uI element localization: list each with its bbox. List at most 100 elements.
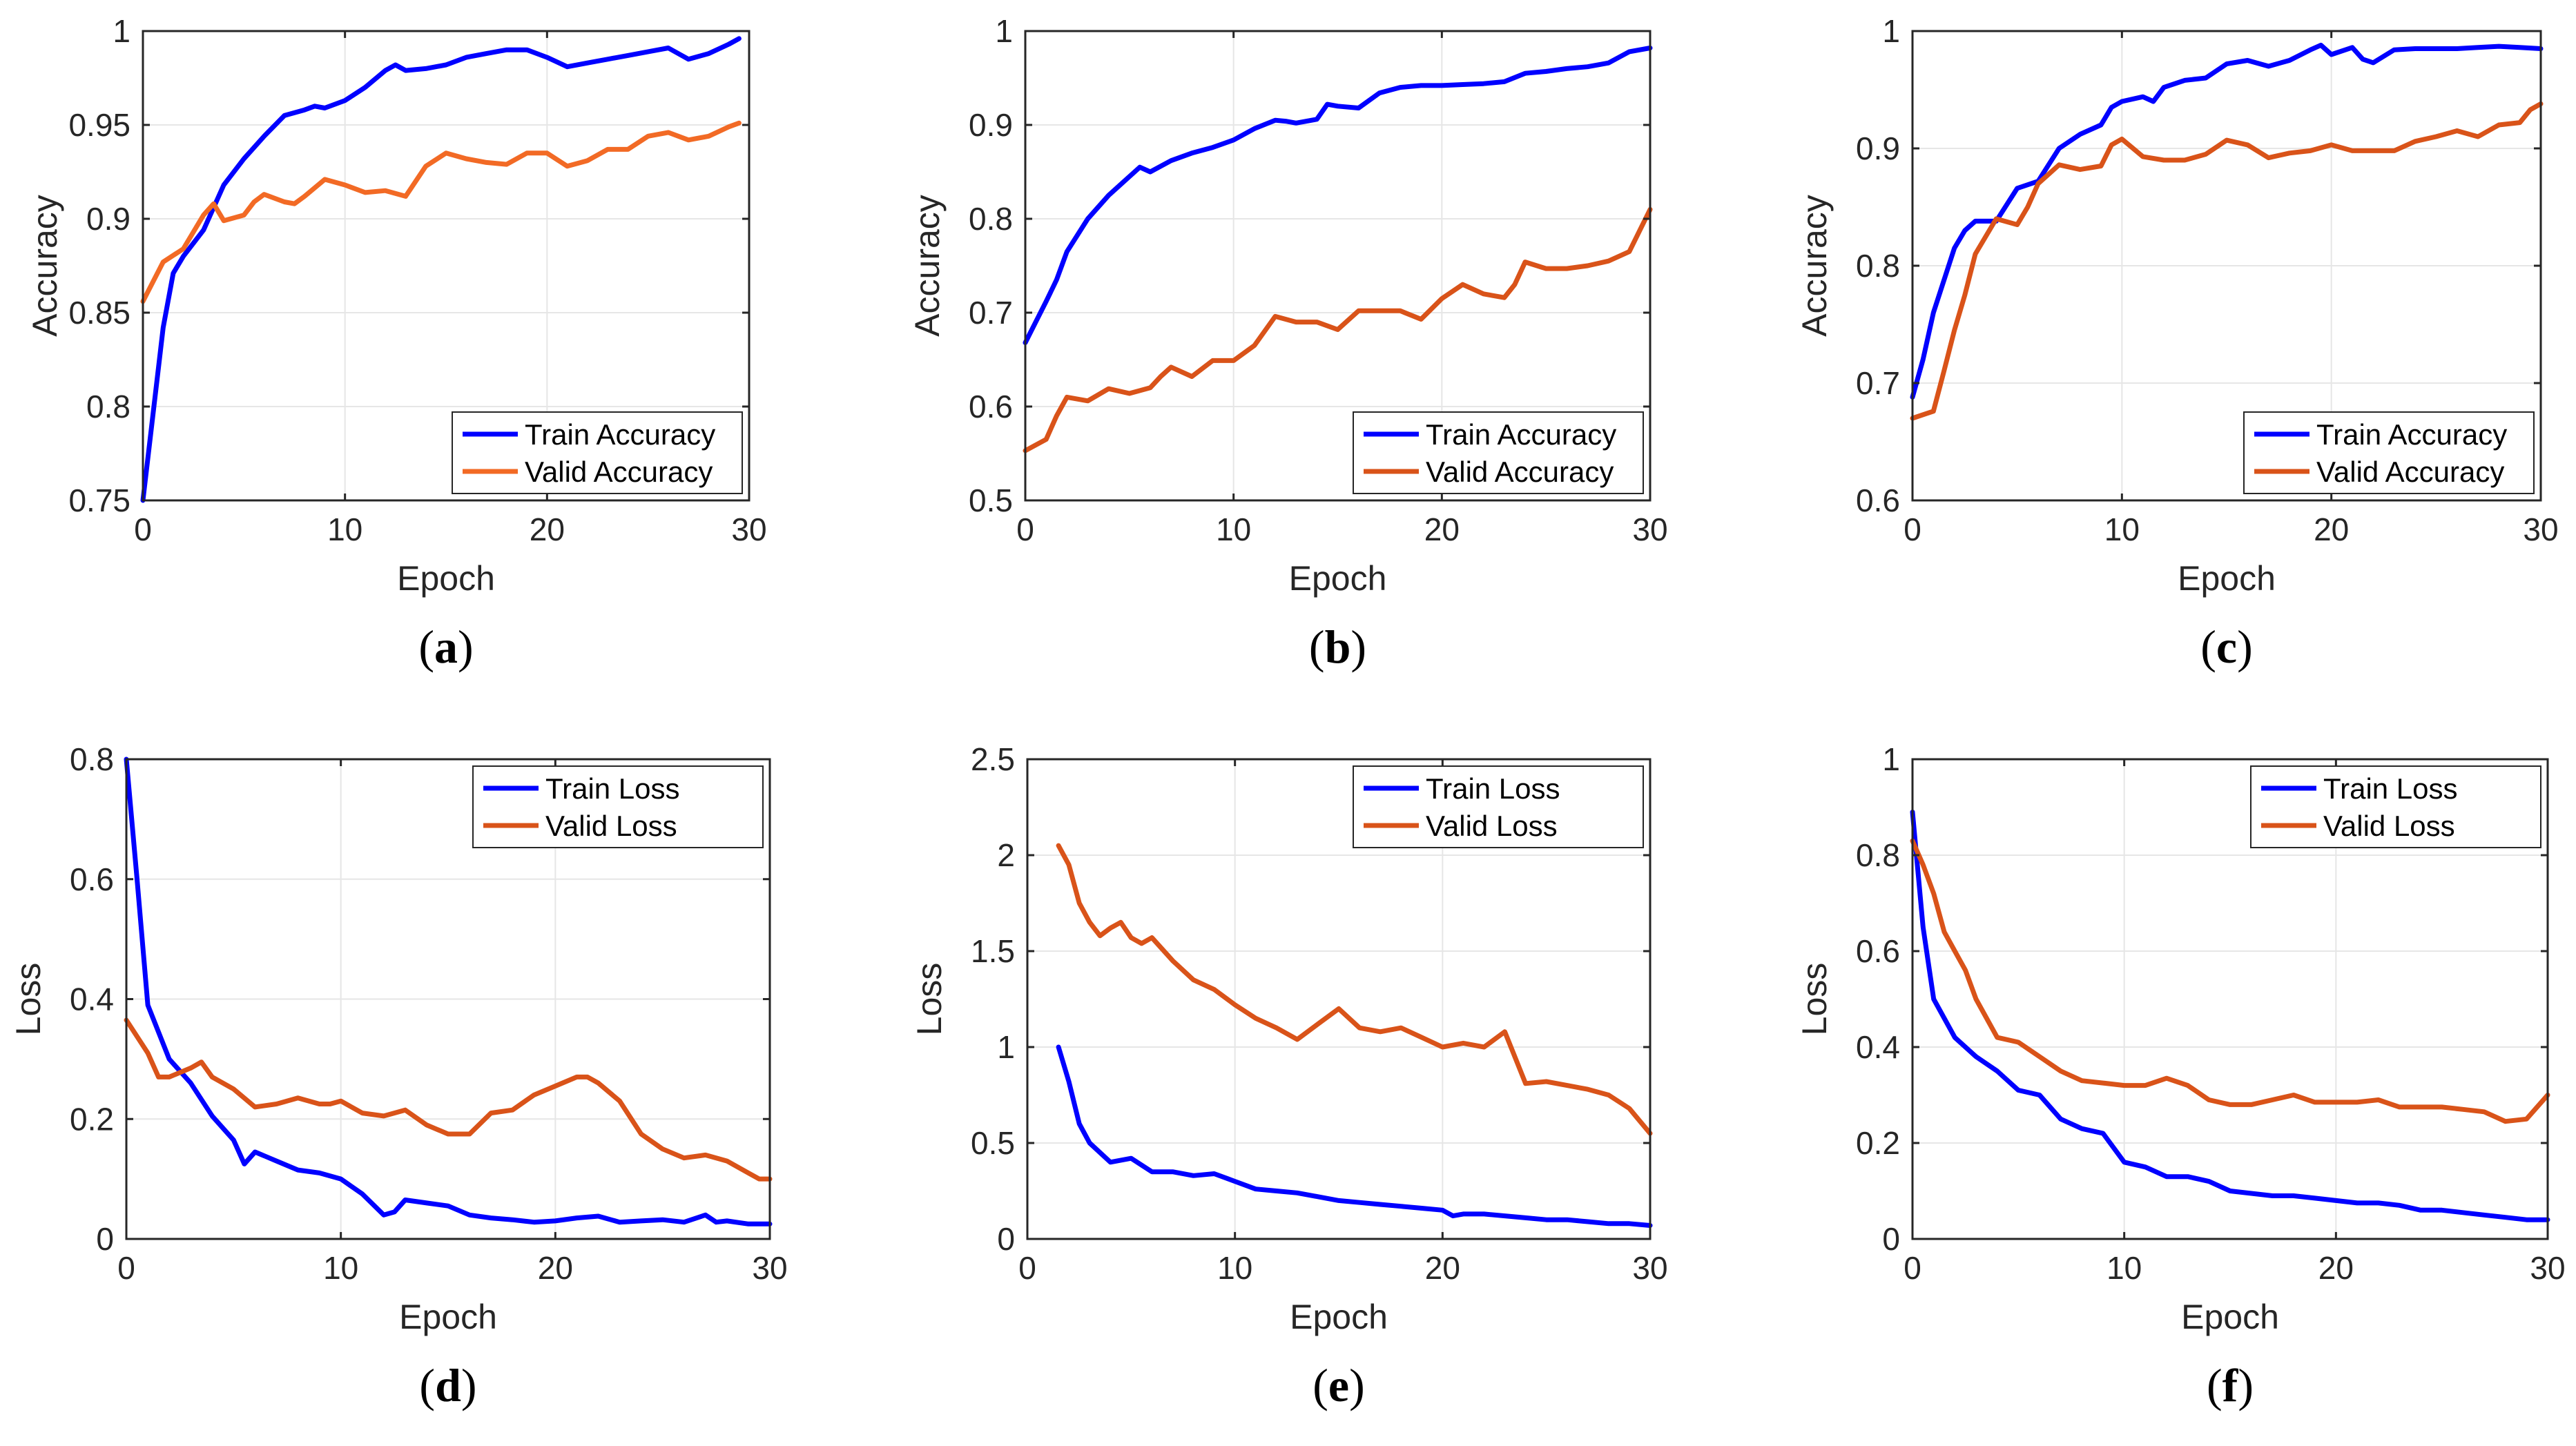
x-tick-label: 10 — [1216, 511, 1251, 547]
series-line-valid-accuracy — [1910, 101, 2544, 421]
x-tick-label: 0 — [1904, 1250, 1921, 1286]
y-tick-label: 0.8 — [969, 201, 1013, 237]
x-axis-label: Epoch — [2181, 1298, 2279, 1336]
chart-panel-e: 0 10 20 30 0 0.5 1 1.5 2 2.5 Epoch Loss Train Loss Va… — [910, 741, 1668, 1411]
panel-caption: (e) — [1313, 1359, 1365, 1411]
y-tick-label: 0.4 — [1856, 1029, 1900, 1065]
x-tick-label: 30 — [1632, 1250, 1667, 1286]
x-tick-label: 20 — [538, 1250, 573, 1286]
x-tick-label: 0 — [134, 511, 152, 547]
y-axis-label: Loss — [9, 963, 48, 1036]
series-line-valid-loss — [1910, 838, 2550, 1124]
y-tick-label: 1 — [113, 13, 130, 49]
series-line-valid-loss — [1056, 843, 1653, 1136]
chart-panel-a: 0 10 20 30 0.75 0.8 0.85 0.9 0.95 1 Epoch Accuracy T… — [26, 13, 767, 673]
y-tick-label: 0.8 — [70, 741, 114, 777]
legend-label: Train Accuracy — [1426, 418, 1616, 451]
y-axis-label: Accuracy — [1795, 195, 1834, 337]
y-tick-label: 0.2 — [70, 1101, 114, 1137]
x-tick-label: 10 — [2104, 511, 2140, 547]
y-axis-label: Accuracy — [26, 195, 64, 337]
axes-box — [142, 30, 750, 502]
series-line-train-accuracy — [140, 36, 742, 503]
x-tick-label: 20 — [2318, 1250, 2354, 1286]
panel-caption: (a) — [418, 621, 473, 673]
y-tick-label: 0.2 — [1856, 1125, 1900, 1161]
y-tick-label: 2.5 — [971, 741, 1015, 777]
axes-box — [1026, 758, 1652, 1240]
legend: Train Accuracy Valid Accuracy — [2243, 411, 2535, 494]
x-axis-label: Epoch — [399, 1298, 497, 1336]
x-tick-label: 0 — [1018, 1250, 1036, 1286]
legend-box — [2250, 765, 2541, 848]
legend-box — [2243, 411, 2535, 494]
x-tick-label: 10 — [327, 511, 362, 547]
x-axis-label: Epoch — [1289, 559, 1387, 598]
x-tick-label: 30 — [731, 511, 766, 547]
series-line-valid-accuracy — [140, 120, 742, 304]
axes-box — [1911, 758, 2549, 1240]
y-tick-label: 0.9 — [969, 107, 1013, 143]
legend: Train Loss Valid Loss — [1353, 765, 1644, 848]
chart-panel-b: 0 10 20 30 0.5 0.6 0.7 0.8 0.9 1 Epoch Accuracy Trai… — [908, 13, 1668, 673]
x-axis-label: Epoch — [2178, 559, 2276, 598]
y-tick-label: 0.9 — [1856, 130, 1900, 166]
x-tick-label: 30 — [2530, 1250, 2565, 1286]
chart-panel-d: 0 10 20 30 0 0.2 0.4 0.6 0.8 Epoch Loss Train Loss V… — [9, 741, 788, 1411]
x-tick-label: 20 — [530, 511, 565, 547]
y-tick-label: 0.8 — [1856, 248, 1900, 284]
series-line-valid-accuracy — [1023, 206, 1653, 453]
x-tick-label: 30 — [2523, 511, 2558, 547]
panel-caption: (f) — [2207, 1359, 2254, 1411]
series-line-train-loss — [1056, 1044, 1653, 1228]
y-tick-label: 0.8 — [1856, 837, 1900, 873]
x-tick-label: 10 — [2107, 1250, 2142, 1286]
legend: Train Accuracy Valid Accuracy — [452, 411, 743, 494]
legend-label: Train Accuracy — [525, 418, 715, 451]
y-axis-label: Loss — [910, 963, 949, 1036]
y-tick-label: 0.7 — [969, 295, 1013, 331]
legend-label: Valid Accuracy — [1426, 456, 1614, 488]
legend-label: Train Loss — [545, 772, 680, 805]
y-tick-label: 2 — [997, 837, 1015, 873]
panel-caption: (d) — [419, 1359, 476, 1411]
y-axis-label: Loss — [1795, 963, 1834, 1036]
y-tick-label: 0.85 — [68, 295, 130, 331]
y-tick-label: 0.9 — [86, 201, 130, 237]
y-tick-label: 0.6 — [969, 389, 1013, 424]
x-tick-label: 30 — [752, 1250, 787, 1286]
legend-label: Valid Accuracy — [525, 456, 713, 488]
y-tick-label: 1.5 — [971, 933, 1015, 969]
x-tick-label: 0 — [1016, 511, 1034, 547]
series-line-valid-loss — [124, 1017, 773, 1182]
legend-label: Train Loss — [2323, 772, 2458, 805]
series-line-train-loss — [124, 756, 773, 1227]
x-tick-label: 0 — [117, 1250, 135, 1286]
y-tick-label: 1 — [1882, 741, 1900, 777]
y-tick-label: 0.75 — [68, 482, 130, 518]
panel-caption: (c) — [2200, 621, 2253, 673]
y-tick-label: 0 — [997, 1221, 1015, 1257]
series-line-train-loss — [1910, 810, 2550, 1222]
y-tick-label: 0 — [96, 1221, 114, 1257]
y-tick-label: 0.6 — [1856, 482, 1900, 518]
panel-caption: (b) — [1309, 621, 1366, 673]
x-tick-label: 20 — [1425, 1250, 1460, 1286]
y-tick-label: 0.95 — [68, 107, 130, 143]
y-tick-label: 0.5 — [969, 482, 1013, 518]
legend-label: Valid Loss — [2323, 810, 2455, 842]
legend-box — [452, 411, 743, 494]
y-tick-label: 0.6 — [1856, 933, 1900, 969]
y-tick-label: 0 — [1882, 1221, 1900, 1257]
x-axis-label: Epoch — [1290, 1298, 1388, 1336]
y-tick-label: 0.6 — [70, 861, 114, 897]
axes-box — [1024, 30, 1652, 502]
x-tick-label: 10 — [323, 1250, 358, 1286]
x-tick-label: 10 — [1217, 1250, 1252, 1286]
x-tick-label: 20 — [2314, 511, 2349, 547]
legend-label: Valid Loss — [545, 810, 677, 842]
x-axis-label: Epoch — [397, 559, 495, 598]
legend: Train Loss Valid Loss — [2250, 765, 2541, 848]
legend: Train Accuracy Valid Accuracy — [1353, 411, 1644, 494]
legend-label: Valid Loss — [1426, 810, 1558, 842]
